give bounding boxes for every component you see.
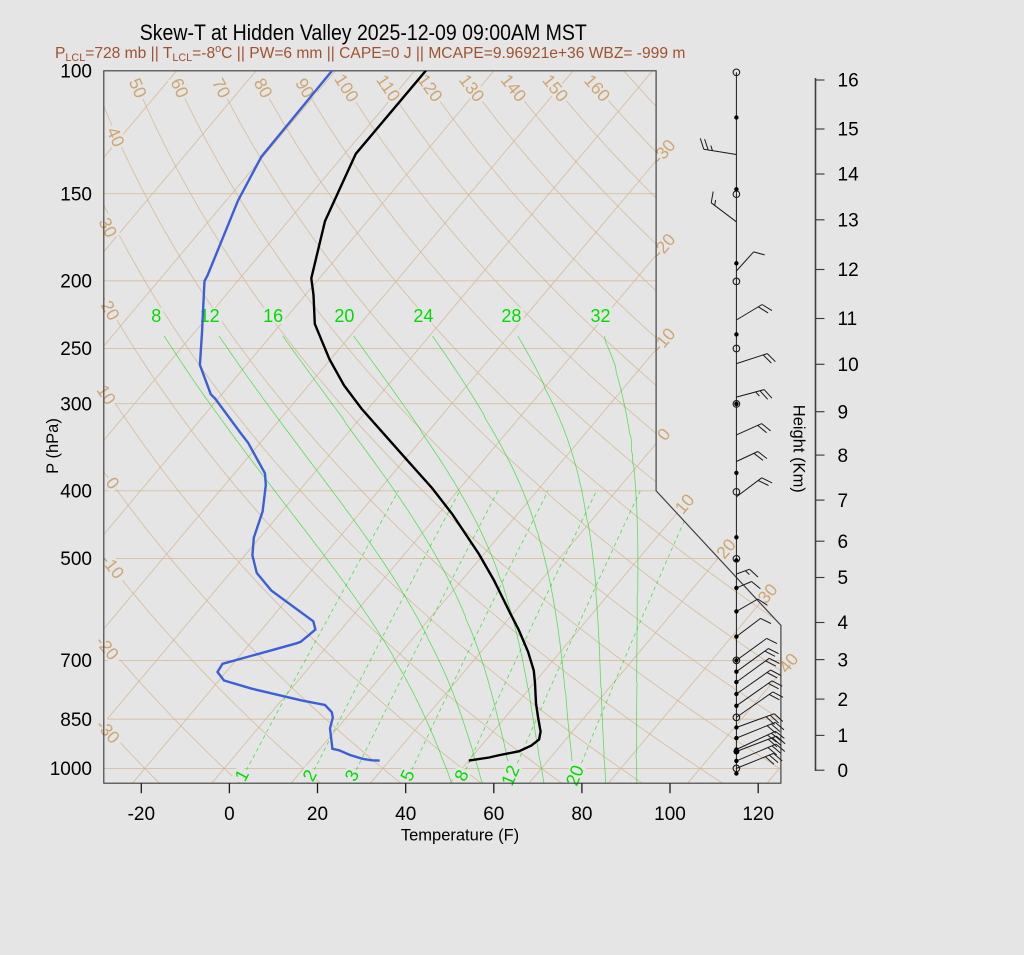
svg-text:100: 100 [654,804,686,825]
svg-text:10: 10 [838,355,859,376]
svg-text:0: 0 [224,804,235,825]
svg-text:7: 7 [838,491,849,512]
svg-text:850: 850 [60,710,92,731]
svg-text:P (hPa): P (hPa) [44,418,62,474]
svg-text:3: 3 [838,650,849,671]
svg-text:120: 120 [742,804,774,825]
svg-text:28: 28 [501,306,521,326]
svg-text:Height (Km): Height (Km) [790,405,808,493]
svg-text:200: 200 [60,271,92,292]
svg-text:300: 300 [60,394,92,415]
svg-text:0: 0 [838,761,849,782]
svg-text:8: 8 [838,446,849,467]
svg-text:100: 100 [60,61,92,82]
svg-text:32: 32 [590,306,610,326]
svg-text:700: 700 [60,651,92,672]
svg-text:8: 8 [151,306,161,326]
svg-text:16: 16 [263,306,283,326]
svg-text:1000: 1000 [50,759,92,780]
svg-text:60: 60 [483,804,504,825]
svg-text:14: 14 [838,165,860,186]
svg-text:20: 20 [307,804,328,825]
svg-text:16: 16 [838,71,859,92]
svg-text:40: 40 [395,804,416,825]
svg-text:1: 1 [838,726,849,747]
svg-text:13: 13 [838,210,859,231]
svg-text:Skew-T at Hidden Valley 2025-1: Skew-T at Hidden Valley 2025-12-09 09:00… [140,20,587,45]
svg-text:-20: -20 [128,804,155,825]
svg-text:6: 6 [838,532,849,553]
svg-text:80: 80 [571,804,592,825]
svg-text:24: 24 [413,306,433,326]
svg-text:9: 9 [838,402,849,423]
svg-text:500: 500 [60,549,92,570]
svg-text:400: 400 [60,481,92,502]
svg-text:250: 250 [60,339,92,360]
svg-text:4: 4 [838,613,849,634]
svg-text:150: 150 [60,184,92,205]
svg-text:PLCL=728 mb || TLCL=-8oC || PW: PLCL=728 mb || TLCL=-8oC || PW=6 mm || C… [55,43,685,64]
svg-text:20: 20 [334,306,354,326]
svg-text:Temperature (F): Temperature (F) [401,827,519,845]
svg-text:15: 15 [838,120,859,141]
svg-text:12: 12 [838,260,859,281]
svg-text:12: 12 [200,306,220,326]
svg-text:11: 11 [838,309,858,330]
svg-text:2: 2 [838,690,849,711]
svg-text:5: 5 [838,568,849,589]
